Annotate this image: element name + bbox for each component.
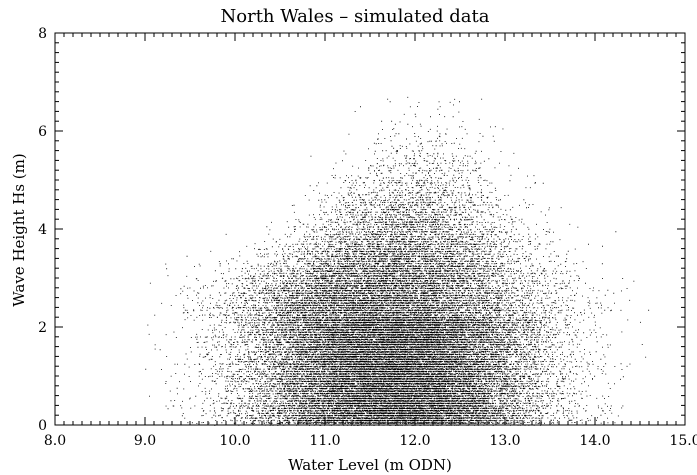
x-tick-label: 9.0 xyxy=(134,433,156,449)
x-axis-ticks: 8.0 9.0 10.0 11.0 12.0 13.0 14.0 15.0 xyxy=(44,33,697,449)
y-axis-label: Wave Height Hs (m) xyxy=(10,153,28,306)
y-tick-label: 2 xyxy=(38,320,47,336)
y-tick-label: 4 xyxy=(38,222,47,238)
x-tick-label: 10.0 xyxy=(219,433,250,449)
chart-title: North Wales – simulated data xyxy=(221,6,490,27)
y-tick-label: 8 xyxy=(38,26,47,42)
y-axis-ticks: 0 2 4 6 8 xyxy=(38,26,685,434)
x-tick-label: 11.0 xyxy=(309,433,340,449)
y-tick-label: 6 xyxy=(38,124,47,140)
x-tick-label: 8.0 xyxy=(44,433,66,449)
scatter-points xyxy=(145,96,650,426)
y-tick-label: 0 xyxy=(38,418,47,434)
scatter-point-cloud xyxy=(145,96,650,426)
x-tick-label: 12.0 xyxy=(399,433,430,449)
x-tick-label: 15.0 xyxy=(669,433,697,449)
x-tick-label: 13.0 xyxy=(489,433,520,449)
x-axis-label: Water Level (m ODN) xyxy=(288,456,452,474)
x-tick-label: 14.0 xyxy=(579,433,610,449)
